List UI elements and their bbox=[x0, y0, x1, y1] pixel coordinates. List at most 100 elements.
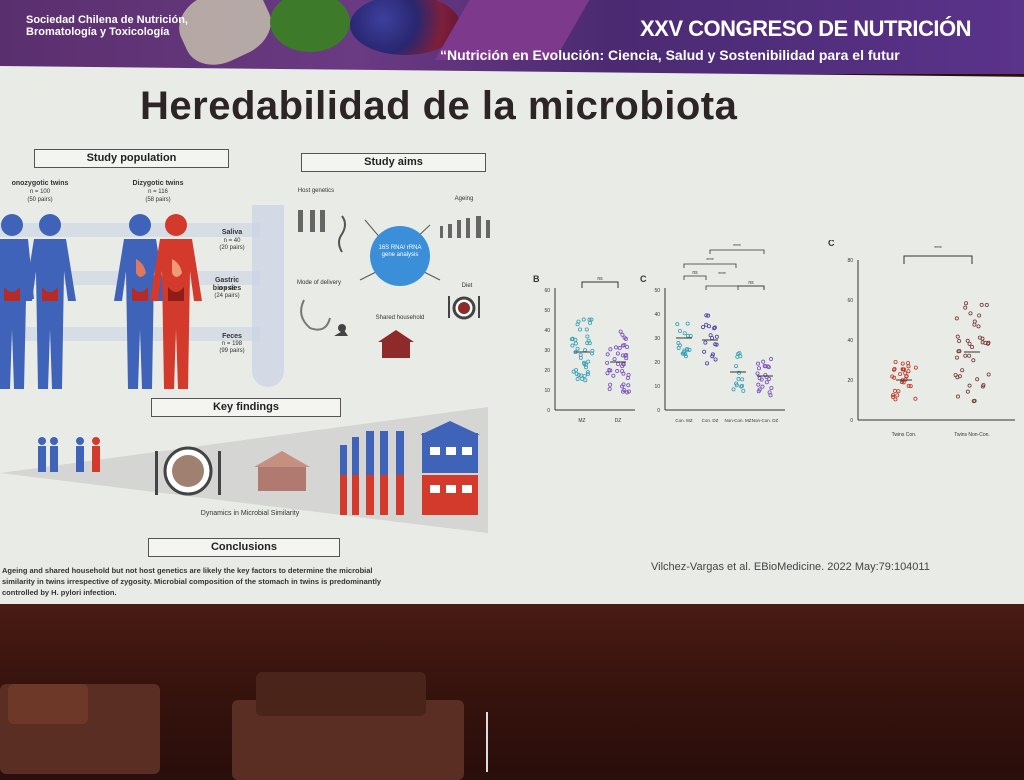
data-point bbox=[685, 348, 690, 353]
y-tick: 80 bbox=[847, 258, 853, 264]
data-point bbox=[618, 329, 623, 334]
key-findings-caption: Dynamics in Microbial Similarity bbox=[200, 510, 300, 517]
y-tick: 0 bbox=[850, 418, 853, 424]
data-point bbox=[685, 321, 690, 326]
data-point bbox=[760, 384, 765, 389]
data-point bbox=[965, 389, 970, 394]
gastric-label: Gastric biopsies bbox=[212, 277, 242, 292]
panel-b-significance: ns bbox=[597, 276, 603, 282]
data-point bbox=[890, 374, 895, 379]
data-point bbox=[764, 380, 769, 385]
significance: ns bbox=[748, 280, 754, 286]
data-point bbox=[622, 335, 627, 340]
results-charts: B 0 10 20 30 40 50 60 ns MZ DZ C 0 10 20… bbox=[533, 240, 1015, 438]
data-point bbox=[617, 346, 622, 351]
data-point bbox=[757, 366, 762, 371]
data-point bbox=[677, 328, 682, 333]
data-point bbox=[675, 322, 680, 327]
data-point bbox=[980, 336, 985, 341]
data-point bbox=[906, 364, 911, 369]
data-point bbox=[625, 376, 630, 381]
dz-label: Dizygotic twins bbox=[132, 180, 184, 187]
data-point bbox=[712, 326, 717, 331]
y-tick: 30 bbox=[544, 348, 550, 354]
diet-label: Diet bbox=[461, 283, 473, 289]
conclusions-line: Ageing and shared household but not host… bbox=[2, 566, 373, 575]
food-image bbox=[270, 0, 350, 52]
data-point bbox=[710, 336, 715, 341]
data-point bbox=[906, 383, 911, 388]
data-point bbox=[892, 366, 897, 371]
data-point bbox=[756, 361, 761, 366]
data-point bbox=[710, 354, 715, 359]
data-point bbox=[893, 360, 898, 365]
data-point bbox=[736, 376, 741, 381]
data-point bbox=[706, 313, 711, 318]
y-tick: 50 bbox=[544, 308, 550, 314]
data-point bbox=[898, 372, 903, 377]
panel-c2-yticks: 0 20 40 60 80 bbox=[847, 258, 853, 424]
panel-c1-letter: C bbox=[640, 274, 647, 284]
panel-c1-yticks: 0 10 20 30 40 50 bbox=[654, 288, 660, 414]
panel-b-yticks: 0 10 20 30 40 50 60 bbox=[544, 288, 550, 414]
data-point bbox=[957, 374, 962, 379]
feces-pairs: (99 pairs) bbox=[219, 348, 245, 354]
data-point bbox=[588, 320, 593, 325]
data-point bbox=[956, 349, 961, 354]
x-tick: Non-Con. MZ bbox=[724, 418, 751, 423]
data-point bbox=[755, 371, 760, 376]
data-point bbox=[585, 370, 590, 375]
data-point bbox=[612, 357, 617, 362]
data-point bbox=[587, 341, 592, 346]
data-point bbox=[893, 397, 898, 402]
data-point bbox=[704, 322, 709, 327]
mz-pairs: (50 pairs) bbox=[27, 197, 53, 203]
ageing-label: Ageing bbox=[454, 196, 474, 202]
y-tick: 20 bbox=[847, 378, 853, 384]
gastric-n: n = 48 bbox=[218, 286, 236, 292]
data-point bbox=[702, 349, 707, 354]
data-point bbox=[621, 382, 626, 387]
data-point bbox=[906, 361, 911, 366]
x-tick: DZ bbox=[615, 418, 622, 424]
data-point bbox=[579, 373, 584, 378]
data-point bbox=[605, 371, 610, 376]
data-point bbox=[891, 395, 896, 400]
data-point bbox=[607, 387, 612, 392]
data-point bbox=[900, 361, 905, 366]
data-point bbox=[710, 352, 715, 357]
data-point bbox=[584, 327, 589, 332]
saliva-pairs: (20 pairs) bbox=[219, 245, 245, 251]
data-point bbox=[570, 343, 575, 348]
data-point bbox=[979, 302, 984, 307]
data-point bbox=[955, 394, 960, 399]
data-point bbox=[608, 382, 613, 387]
x-tick: MZ bbox=[578, 418, 585, 424]
data-point bbox=[687, 347, 692, 352]
data-point bbox=[954, 316, 959, 321]
organization-name: Sociedad Chilena de Nutrición, Bromatolo… bbox=[26, 14, 188, 38]
data-point bbox=[763, 364, 768, 369]
data-point bbox=[971, 358, 976, 363]
data-point bbox=[621, 362, 626, 367]
y-tick: 20 bbox=[654, 360, 660, 366]
data-point bbox=[586, 359, 591, 364]
data-point bbox=[955, 334, 960, 339]
data-point bbox=[895, 393, 900, 398]
data-point bbox=[625, 344, 630, 349]
panel-b-letter: B bbox=[533, 274, 540, 284]
data-point bbox=[608, 368, 613, 373]
data-point bbox=[624, 356, 629, 361]
data-point bbox=[705, 361, 710, 366]
y-tick: 10 bbox=[544, 388, 550, 394]
x-tick: Con. DZ bbox=[702, 418, 719, 423]
data-point bbox=[734, 383, 739, 388]
y-tick: 60 bbox=[544, 288, 550, 294]
data-point bbox=[571, 369, 576, 374]
x-tick: Twins Non-Con. bbox=[954, 432, 990, 438]
data-point bbox=[972, 398, 977, 403]
data-point bbox=[616, 361, 621, 366]
data-point bbox=[964, 301, 969, 306]
congress-banner: Sociedad Chilena de Nutrición, Bromatolo… bbox=[0, 0, 1024, 74]
data-point bbox=[756, 382, 761, 387]
